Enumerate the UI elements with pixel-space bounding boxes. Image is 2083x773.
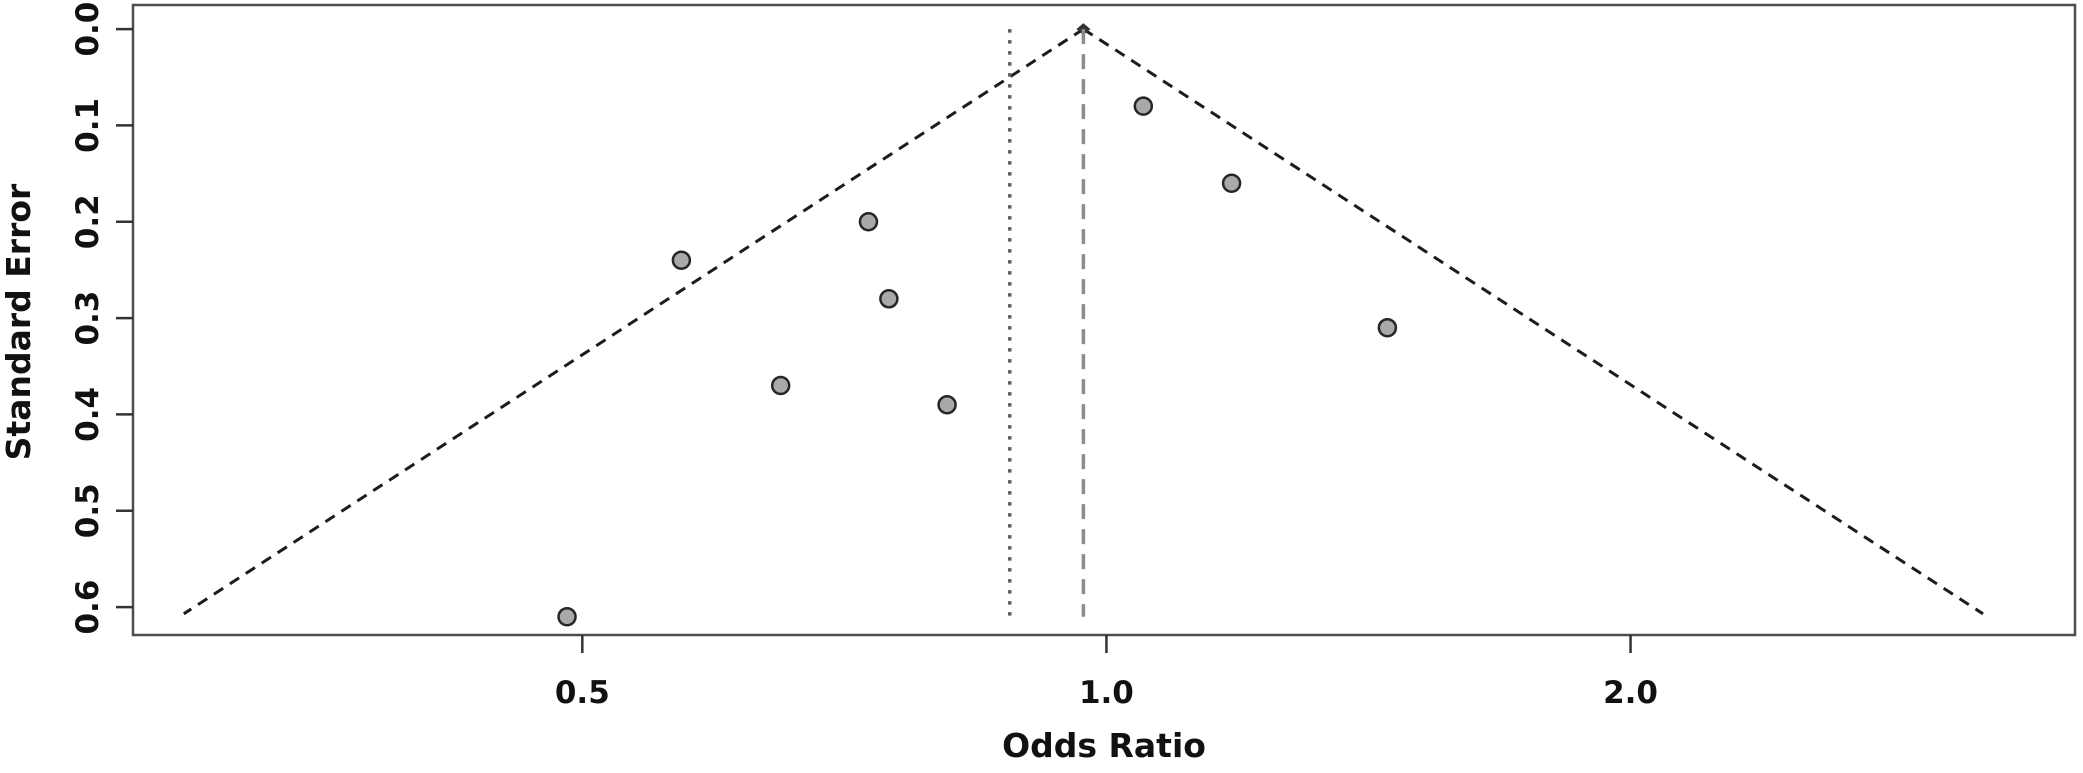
- funnel-right-edge: [1082, 27, 1984, 616]
- y-axis-tick-label: 0.0: [70, 2, 106, 57]
- data-point: [1133, 96, 1154, 116]
- y-axis-tick-label: 0.2: [70, 194, 106, 249]
- data-point: [671, 250, 692, 271]
- x-axis-title: Odds Ratio: [1002, 726, 1206, 765]
- funnel-left-edge: [182, 27, 1085, 616]
- x-axis-tick-label: 2.0: [1603, 675, 1658, 711]
- chart-layer: 0.5 1.0 2.0 0.0 0.1 0.2 0.3 0.4 0.5 0.6: [70, 2, 2077, 711]
- data-point: [1377, 317, 1398, 338]
- y-axis-title: Standard Error: [0, 183, 38, 460]
- data-point: [937, 395, 957, 415]
- y-axis-tick-label: 0.5: [70, 483, 106, 538]
- y-axis-tick-label: 0.6: [70, 580, 106, 635]
- y-axis-tick-label: 0.3: [70, 291, 106, 346]
- y-axis-tick-label: 0.4: [70, 387, 106, 442]
- y-axis-tick-label: 0.1: [70, 98, 106, 153]
- data-point: [557, 606, 577, 627]
- plot-border: [131, 3, 2077, 637]
- x-axis-tick-label: 1.0: [1079, 675, 1134, 711]
- data-point: [1221, 173, 1242, 193]
- data-point: [858, 211, 879, 232]
- data-point: [879, 289, 899, 309]
- x-axis-tick-label: 0.5: [555, 675, 610, 711]
- data-point: [770, 375, 791, 396]
